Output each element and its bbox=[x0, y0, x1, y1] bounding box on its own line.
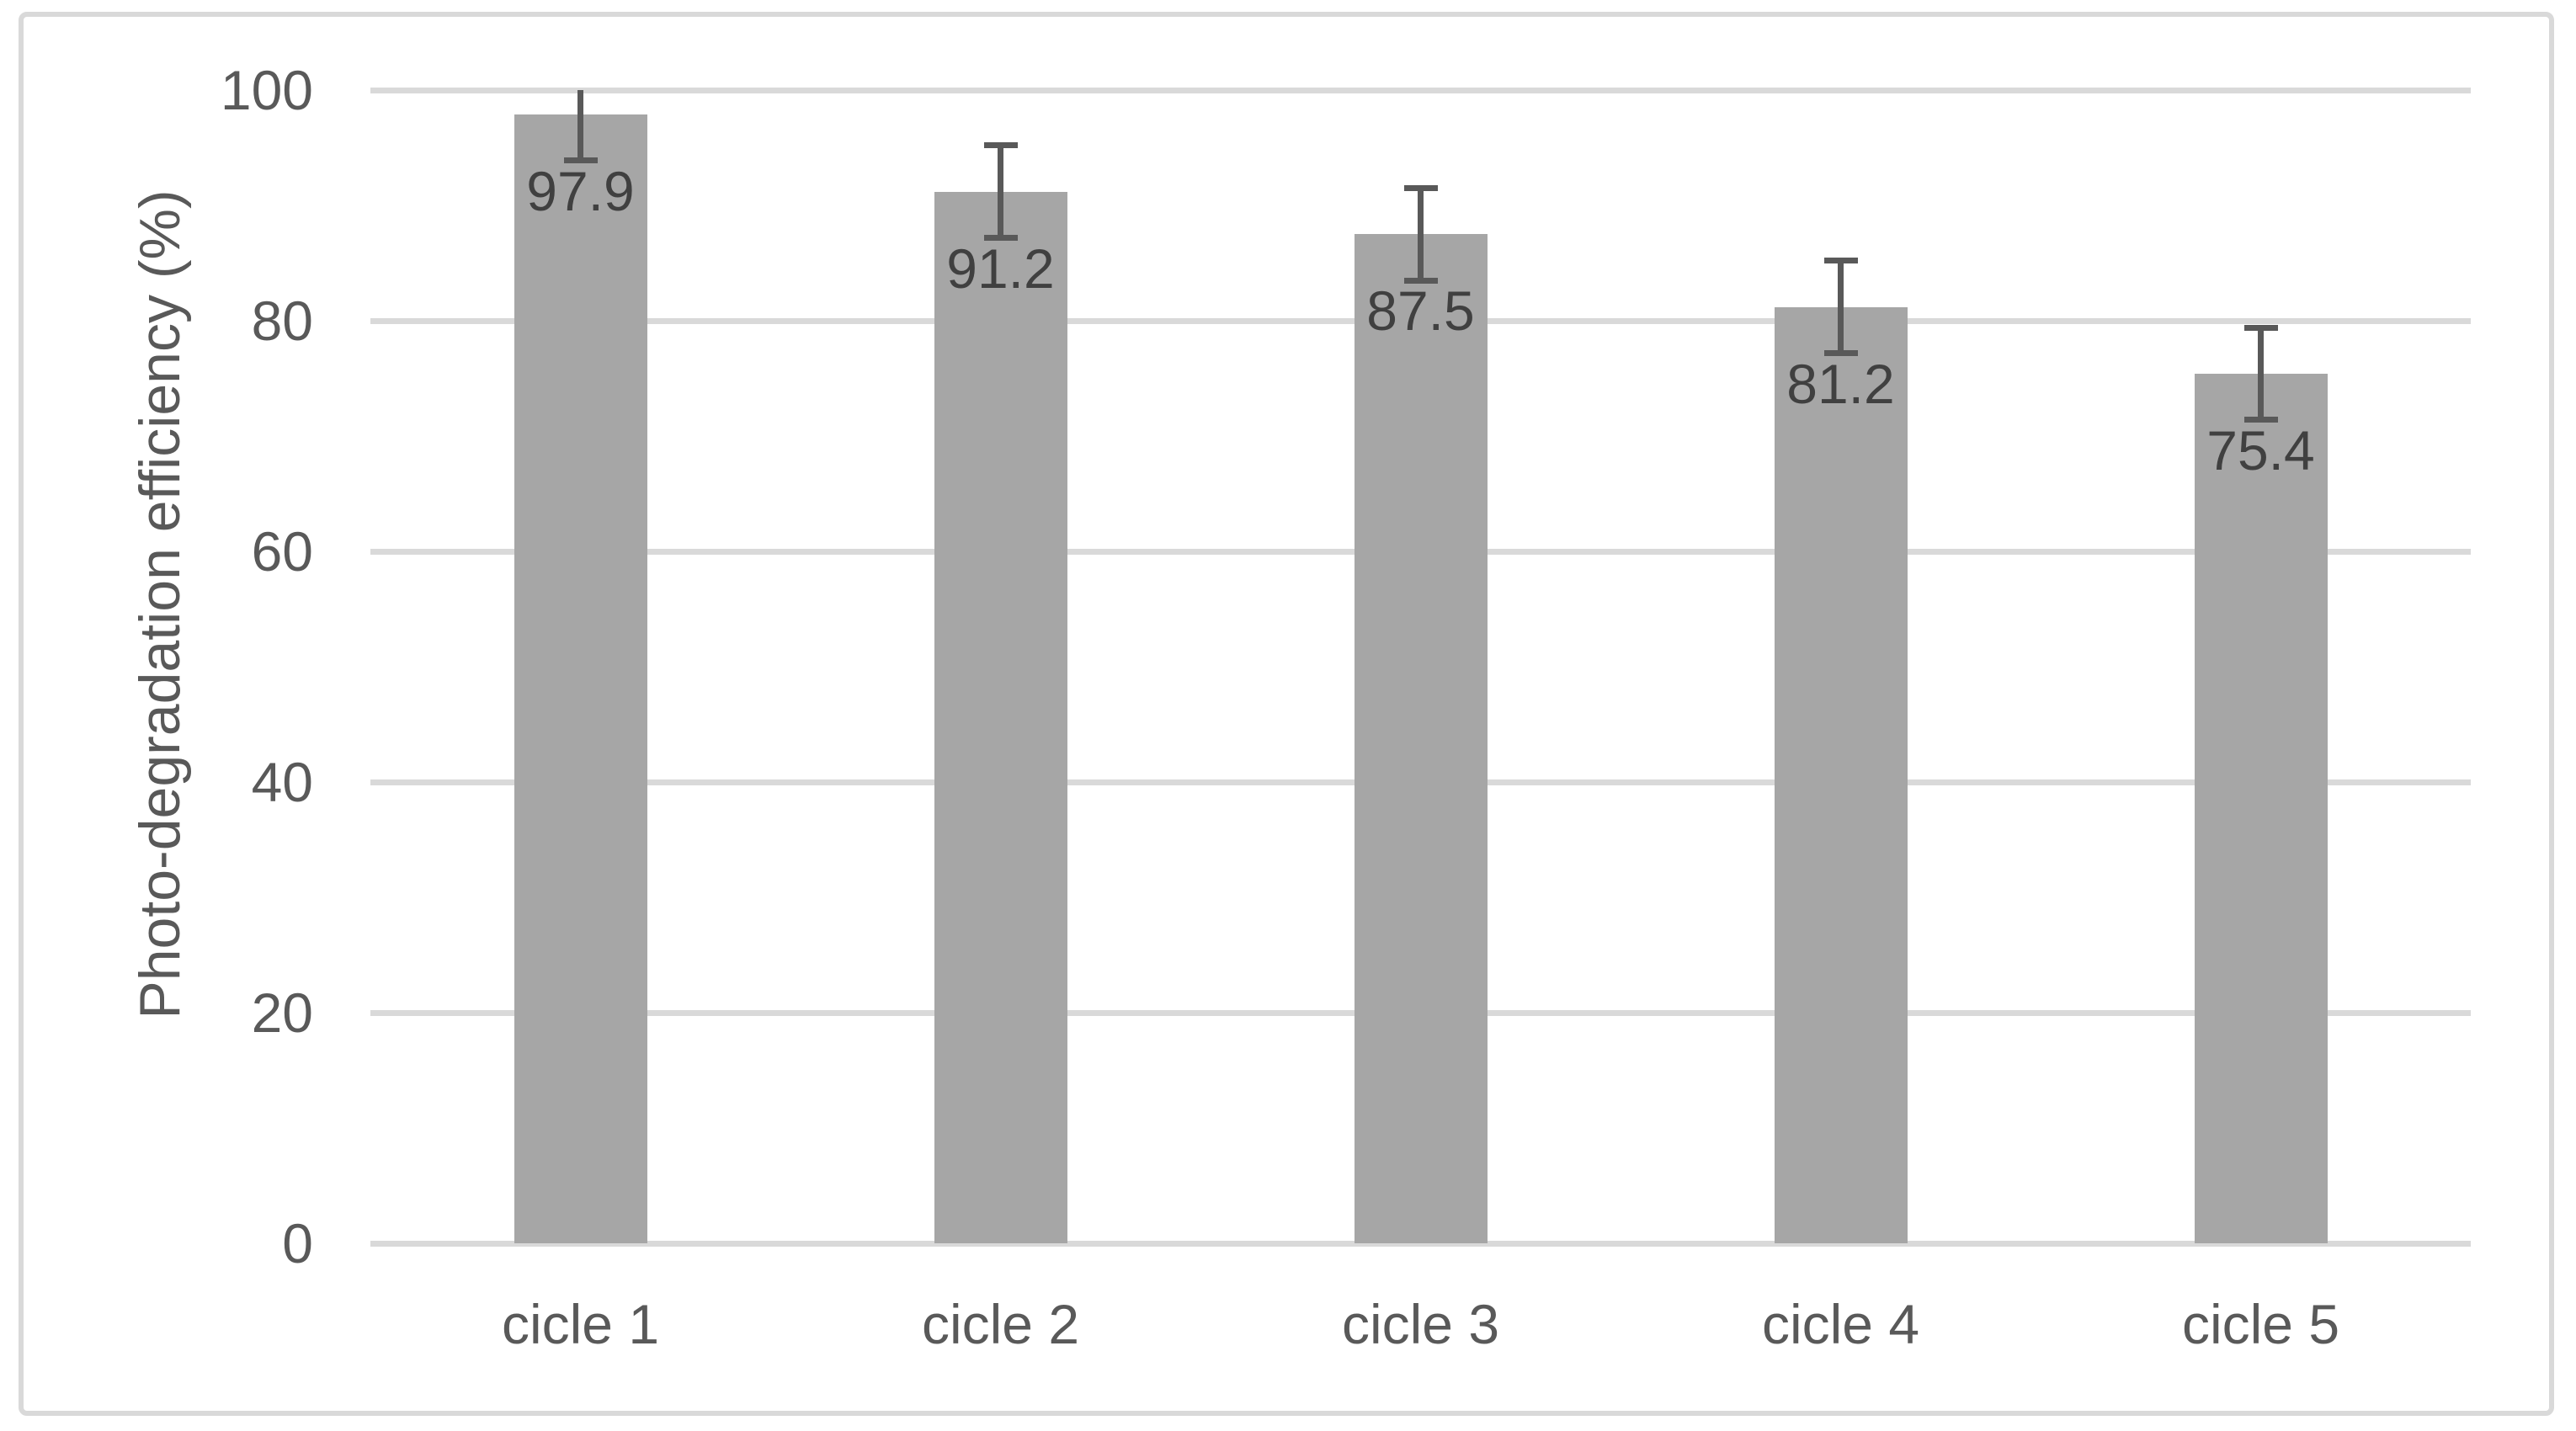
bar-cicle-5 bbox=[2194, 374, 2328, 1243]
y-tick-label-20: 20 bbox=[251, 981, 313, 1044]
data-label-5: 75.4 bbox=[2206, 419, 2315, 482]
y-axis-title: Photo-degradation efficiency (%) bbox=[128, 189, 192, 1019]
x-tick-label-4: cicle 4 bbox=[1761, 1293, 1920, 1355]
error-bar-bottom-cap-2 bbox=[983, 234, 1018, 241]
chart-frame-border bbox=[19, 12, 2554, 1416]
data-label-4: 81.2 bbox=[1786, 352, 1895, 415]
error-bar-top-cap-2 bbox=[983, 142, 1018, 149]
y-tick-label-60: 60 bbox=[251, 520, 313, 583]
error-bar-line-3 bbox=[1418, 188, 1424, 281]
x-tick-label-1: cicle 1 bbox=[501, 1293, 660, 1355]
error-bar-bottom-cap-5 bbox=[2243, 417, 2278, 423]
error-bar-bottom-cap-3 bbox=[1403, 277, 1438, 284]
error-bar-line-1 bbox=[577, 90, 583, 161]
data-label-2: 91.2 bbox=[946, 237, 1055, 300]
error-bar-line-5 bbox=[2258, 327, 2264, 420]
error-bar-bottom-cap-1 bbox=[563, 157, 598, 164]
bar-cicle-3 bbox=[1354, 234, 1488, 1243]
error-bar-top-cap-4 bbox=[1823, 258, 1858, 264]
bar-cicle-4 bbox=[1774, 306, 1908, 1243]
y-tick-label-40: 40 bbox=[251, 751, 313, 813]
y-tick-label-80: 80 bbox=[251, 290, 313, 352]
error-bar-bottom-cap-4 bbox=[1823, 349, 1858, 356]
error-bar-top-cap-5 bbox=[2243, 324, 2278, 331]
x-tick-label-5: cicle 5 bbox=[2181, 1293, 2340, 1355]
x-tick-label-2: cicle 2 bbox=[921, 1293, 1080, 1355]
gridline-y-0 bbox=[370, 1240, 2471, 1247]
data-label-1: 97.9 bbox=[526, 159, 635, 222]
bar-cicle-1 bbox=[514, 114, 647, 1243]
y-tick-label-0: 0 bbox=[282, 1212, 313, 1274]
error-bar-line-2 bbox=[998, 145, 1003, 238]
gridline-y-100 bbox=[370, 87, 2471, 93]
error-bar-line-4 bbox=[1838, 260, 1844, 354]
error-bar-top-cap-3 bbox=[1403, 184, 1438, 191]
x-tick-label-3: cicle 3 bbox=[1341, 1293, 1500, 1355]
data-label-3: 87.5 bbox=[1366, 279, 1475, 343]
bar-cicle-2 bbox=[934, 191, 1067, 1243]
y-tick-label-100: 100 bbox=[220, 59, 313, 121]
